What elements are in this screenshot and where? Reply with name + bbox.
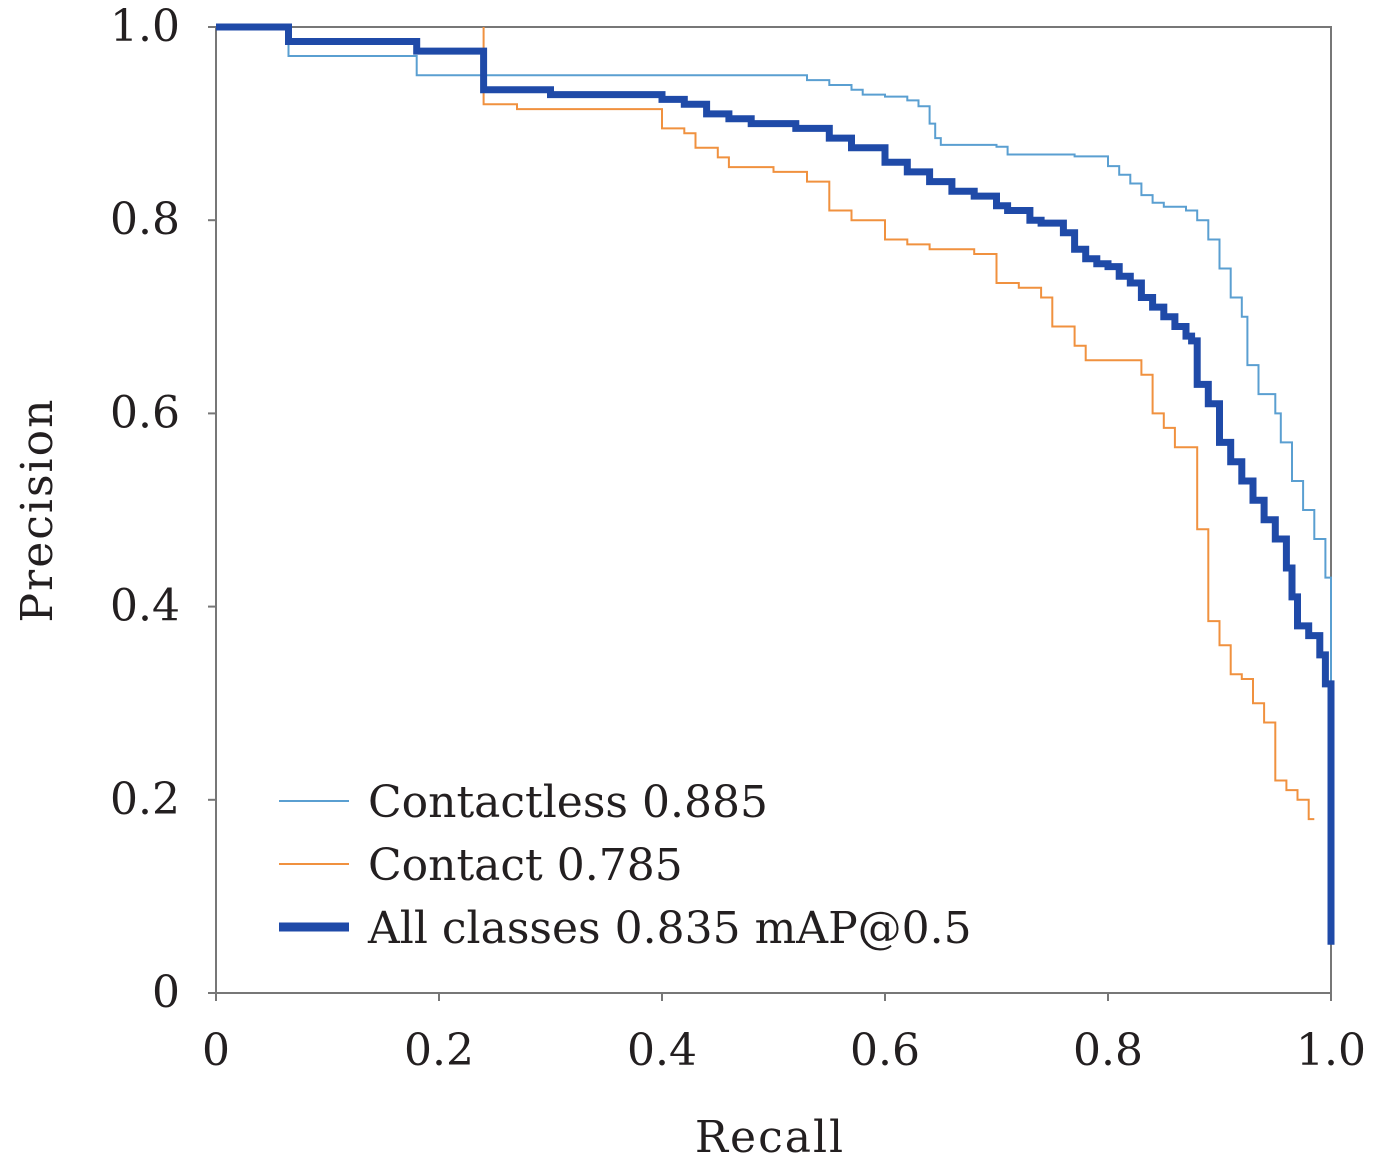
plot-area <box>215 26 1332 994</box>
legend-label-0: Contactless 0.885 <box>368 777 768 828</box>
series-line-0 <box>216 26 1332 704</box>
legend-label-2: All classes 0.835 mAP@0.5 <box>367 903 972 954</box>
y-axis: 0 0.2 0.4 0.6 0.8 1.0 <box>110 1 216 1018</box>
x-tick-label: 0.6 <box>850 1025 920 1076</box>
y-tick-label: 0.4 <box>110 581 180 632</box>
x-tick-label: 0.4 <box>627 1025 697 1076</box>
series-group <box>216 23 1335 945</box>
y-tick-label: 0 <box>152 967 180 1018</box>
y-tick-label: 0.2 <box>110 774 180 825</box>
x-tick-label: 0.8 <box>1073 1025 1143 1076</box>
x-axis: 0 0.2 0.4 0.6 0.8 1.0 <box>202 993 1366 1076</box>
y-tick-label: 1.0 <box>110 1 180 52</box>
y-axis-title: Precision <box>12 398 63 623</box>
x-tick-label: 0.2 <box>404 1025 474 1076</box>
legend-label-1: Contact 0.785 <box>368 840 683 891</box>
y-tick-label: 0.8 <box>110 194 180 245</box>
legend: Contactless 0.885 Contact 0.785 All classe… <box>279 777 972 954</box>
y-tick-label: 0.6 <box>110 387 180 438</box>
x-tick-label: 0 <box>202 1025 230 1076</box>
x-tick-label: 1.0 <box>1296 1025 1366 1076</box>
series-line-2 <box>216 23 1335 945</box>
series-line-1 <box>482 27 1315 821</box>
x-axis-title: Recall <box>695 1112 845 1162</box>
